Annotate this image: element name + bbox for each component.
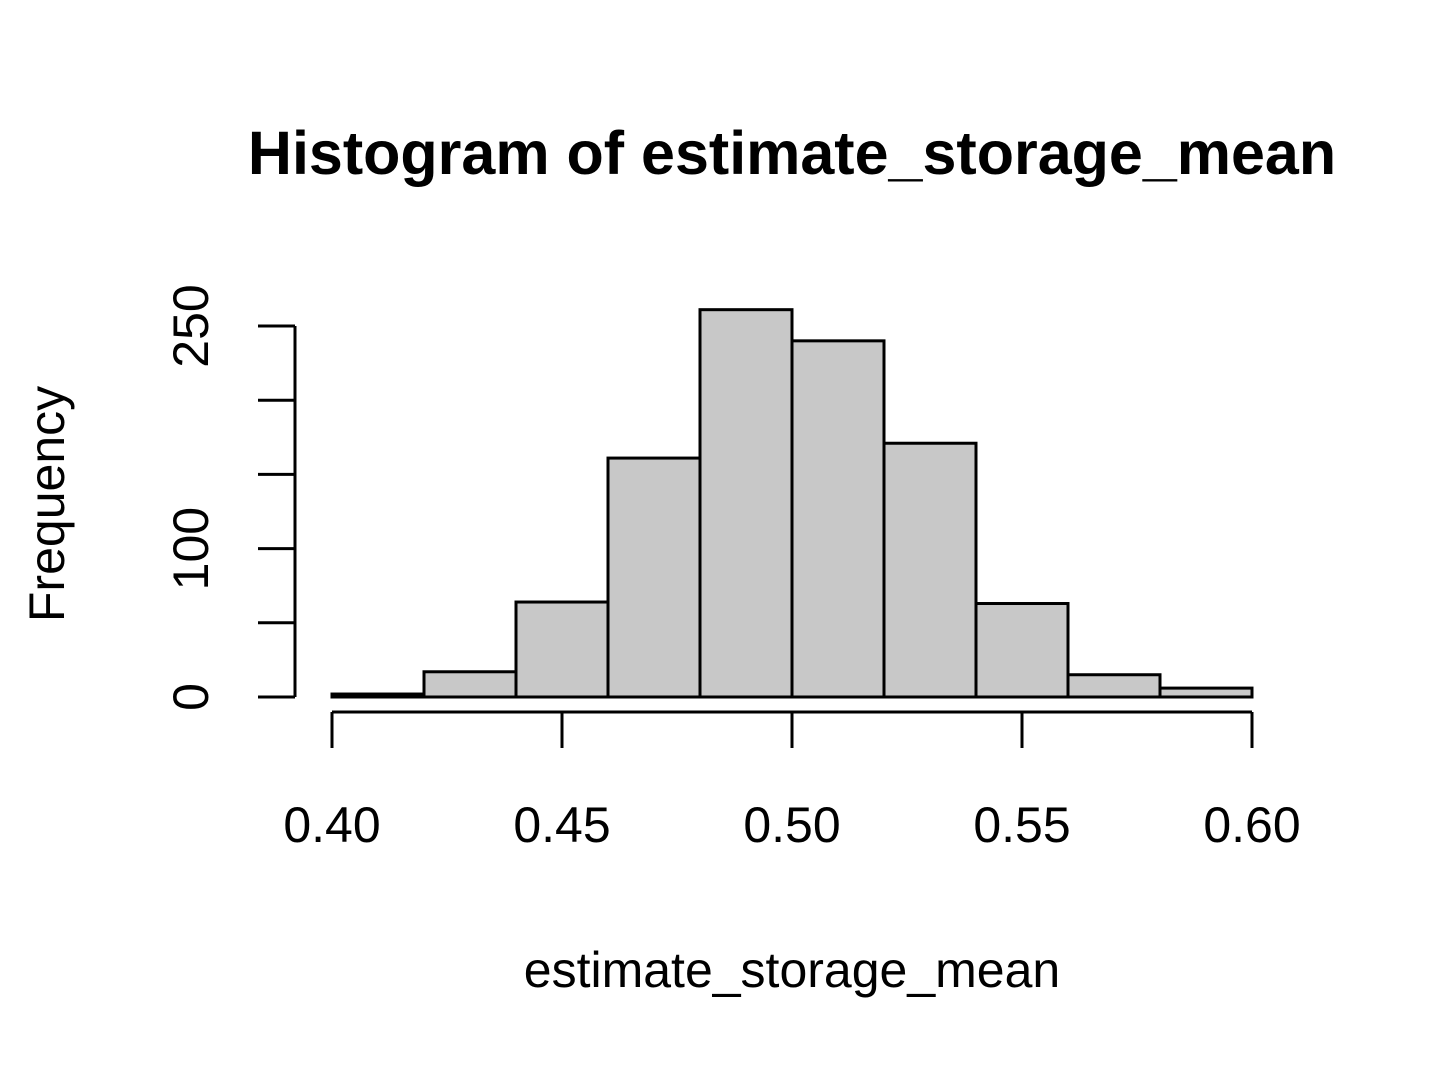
y-axis: 0 100 250 — [163, 284, 297, 711]
histogram-bar-1 — [422, 670, 518, 699]
x-tick-label-3: 0.55 — [973, 797, 1070, 853]
histogram-bar-4 — [698, 308, 794, 699]
x-axis-label: estimate_storage_mean — [524, 942, 1060, 998]
y-axis-label: Frequency — [19, 386, 75, 622]
x-tick-label-2: 0.50 — [743, 797, 840, 853]
histogram-bar-5 — [790, 339, 886, 699]
x-axis: 0.40 0.45 0.50 0.55 0.60 — [283, 710, 1301, 853]
y-tick-label-2: 100 — [163, 507, 219, 590]
histogram-bar-6 — [882, 441, 978, 699]
histogram-bar-3 — [606, 456, 702, 699]
histogram-bar-0 — [330, 692, 426, 699]
y-tick-label-0: 0 — [163, 683, 219, 711]
histogram-bar-7 — [974, 602, 1070, 699]
x-tick-label-1: 0.45 — [513, 797, 610, 853]
histogram-bar-2 — [514, 600, 610, 699]
chart-title: Histogram of estimate_storage_mean — [248, 119, 1336, 187]
histogram-bar-8 — [1066, 673, 1162, 699]
bars-group — [330, 308, 1254, 699]
x-tick-label-0: 0.40 — [283, 797, 380, 853]
x-tick-label-4: 0.60 — [1203, 797, 1300, 853]
y-tick-label-5: 250 — [163, 284, 219, 367]
histogram-bar-9 — [1158, 686, 1254, 699]
